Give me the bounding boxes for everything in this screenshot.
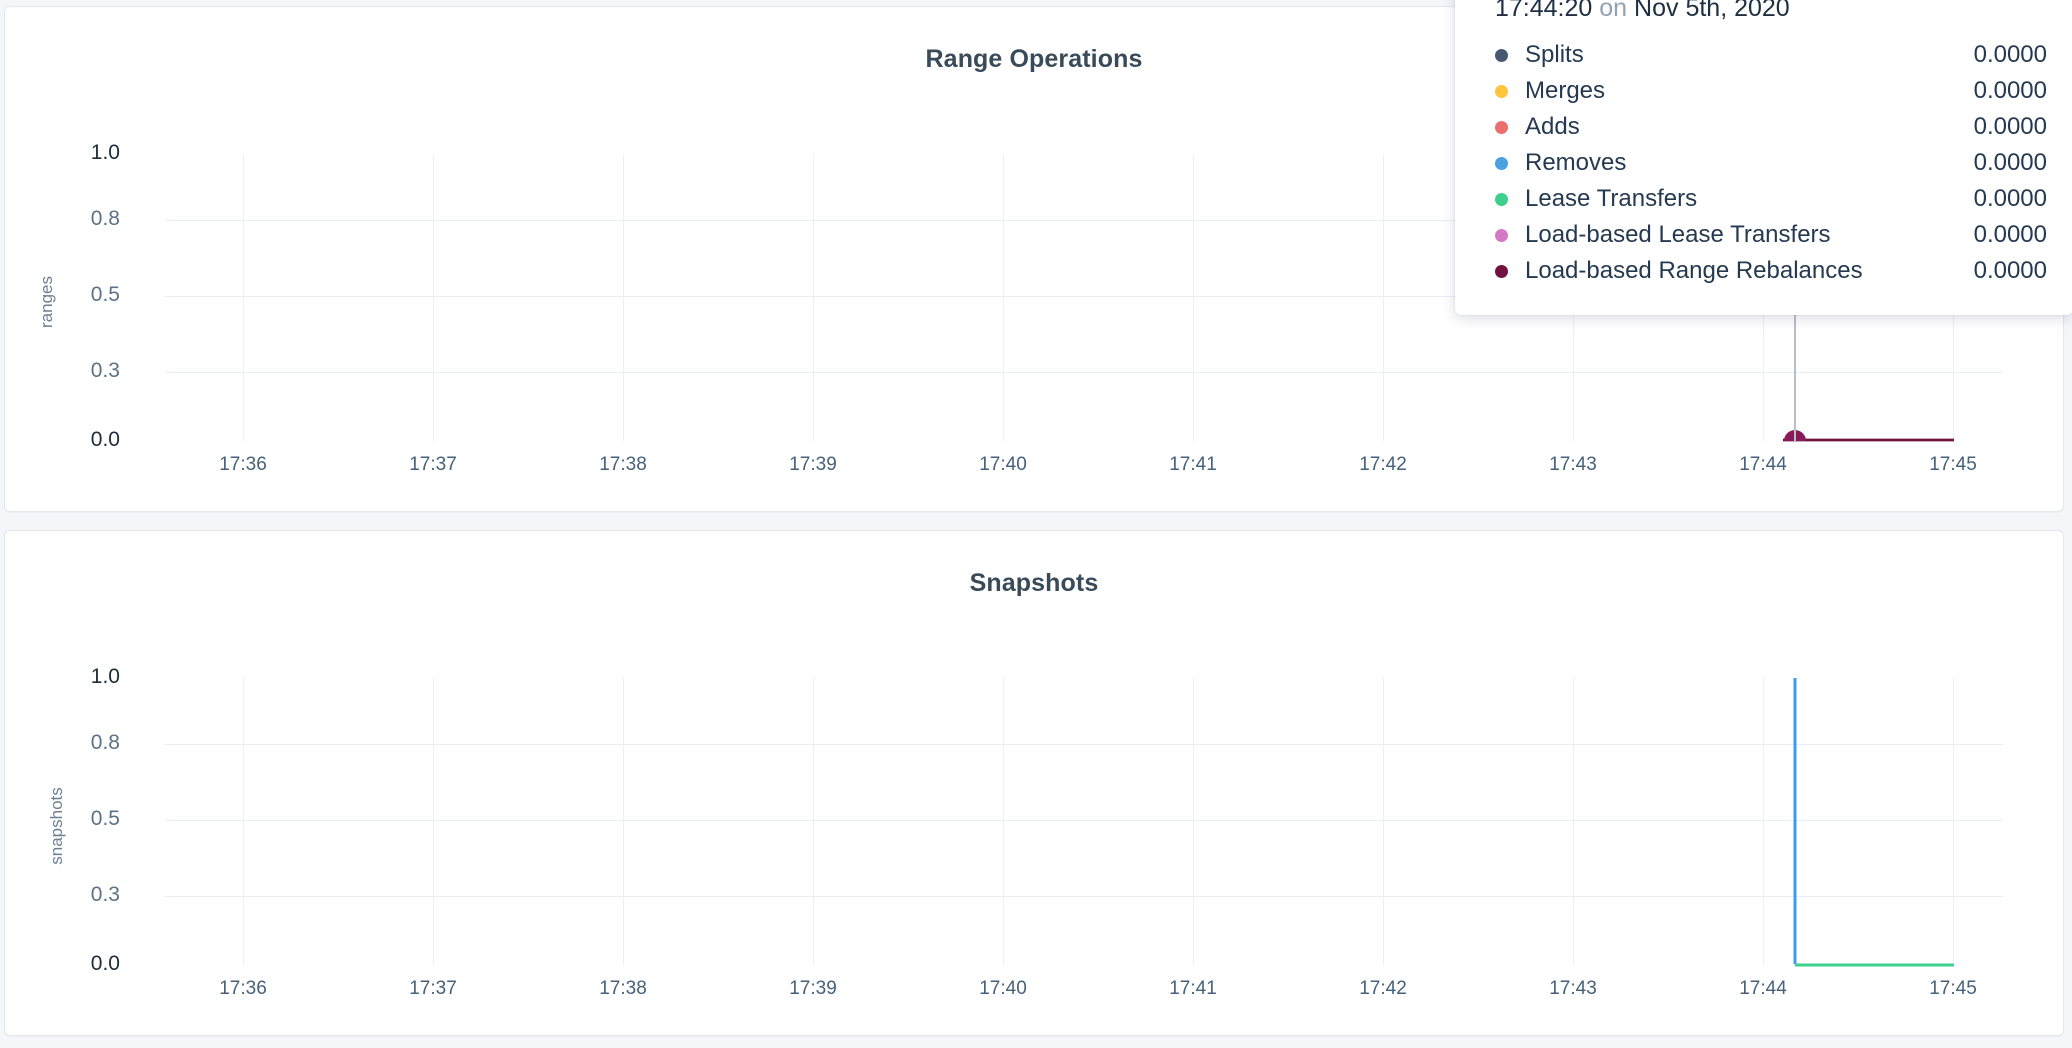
x-tick-label: 17:37 [409, 454, 457, 475]
series-lines-range-operations [1783, 438, 1954, 442]
gridline-vertical [1573, 678, 1574, 965]
x-tick-label: 17:42 [1359, 978, 1407, 999]
tooltip-series-label: Adds [1525, 113, 1580, 140]
gridline-horizontal [165, 744, 2003, 745]
plot-area-snapshots[interactable]: snapshots 1.0 0.8 0.5 0.3 0.0 17:36 17:3… [5, 531, 2063, 1035]
tooltip-series-label: Removes [1525, 149, 1627, 176]
y-tick-label: 0.8 [90, 731, 120, 754]
tooltip-series-value: 0.0000 [1973, 149, 2047, 176]
gridline-vertical [243, 678, 244, 965]
tooltip-on-word: on [1599, 0, 1628, 22]
tooltip-series-value: 0.0000 [1973, 41, 2047, 68]
legend-dot-icon [1495, 156, 1508, 170]
chart-title-snapshots: Snapshots [969, 569, 1099, 597]
tooltip-timestamp: 17:44:20 on Nov 5th, 2020 [1495, 0, 2047, 23]
chart-card-snapshots: Snapshots snapshots 1.0 0.8 0.5 0.3 0.0 … [4, 530, 2064, 1036]
gridline-vertical [433, 154, 434, 441]
legend-dot-icon [1495, 84, 1508, 98]
x-tick-label: 17:44 [1739, 978, 1787, 999]
gridline-vertical [813, 154, 814, 441]
gridline-vertical [1383, 678, 1384, 965]
tooltip-row: Splits 0.0000 [1495, 37, 2047, 73]
series-lines-snapshots [1793, 678, 1954, 967]
gridline-vertical [813, 678, 814, 965]
gridline-vertical [1953, 678, 1954, 965]
gridline-vertical [433, 678, 434, 965]
tooltip-series-label: Lease Transfers [1525, 185, 1698, 212]
x-tick-label: 17:36 [219, 454, 267, 475]
gridline-vertical [1003, 154, 1004, 441]
chart-title-range-operations: Range Operations [925, 45, 1143, 73]
x-tick-label: 17:39 [789, 978, 837, 999]
gridline-vertical [623, 678, 624, 965]
tooltip-series-label: Merges [1525, 77, 1606, 104]
tooltip-date: Nov 5th, 2020 [1634, 0, 1790, 22]
x-tick-label: 17:40 [979, 454, 1027, 475]
gridline-horizontal [165, 220, 2003, 221]
series-hover-marker [1784, 430, 1806, 441]
legend-dot-icon [1495, 228, 1508, 242]
legend-dot-icon [1495, 120, 1508, 134]
tooltip-series-label: Load-based Lease Transfers [1525, 221, 1831, 248]
tooltip-series-value: 0.0000 [1973, 113, 2047, 140]
x-tick-label: 17:45 [1929, 454, 1977, 475]
gridline-horizontal [165, 820, 2003, 821]
x-tick-label: 17:45 [1929, 978, 1977, 999]
tooltip-series-label: Splits [1525, 41, 1584, 68]
gridline-horizontal [165, 296, 2003, 297]
x-tick-label: 17:38 [599, 454, 647, 475]
gridline-vertical [1383, 154, 1384, 441]
y-tick-label: 0.5 [90, 807, 120, 830]
legend-dot-icon [1495, 48, 1508, 62]
x-tick-label: 17:41 [1169, 978, 1217, 999]
tooltip-series-value: 0.0000 [1973, 257, 2047, 284]
tooltip-row: Load-based Range Rebalances 0.0000 [1495, 253, 2047, 289]
x-tick-label: 17:40 [979, 978, 1027, 999]
tooltip-series-value: 0.0000 [1973, 221, 2047, 248]
y-tick-label: 0.5 [90, 283, 120, 306]
chart-hover-tooltip: 17:44:20 on Nov 5th, 2020 Splits 0.0000 … [1455, 0, 2072, 315]
tooltip-time: 17:44:20 [1495, 0, 1593, 22]
tooltip-series-value: 0.0000 [1973, 185, 2047, 212]
x-tick-label: 17:37 [409, 978, 457, 999]
y-tick-label: 0.3 [90, 359, 120, 382]
x-tick-label: 17:42 [1359, 454, 1407, 475]
x-tick-label: 17:43 [1549, 978, 1597, 999]
tooltip-series-label: Load-based Range Rebalances [1525, 257, 1863, 284]
tooltip-row: Adds 0.0000 [1495, 109, 2047, 145]
x-tick-label: 17:39 [789, 454, 837, 475]
y-tick-label: 0.0 [90, 428, 120, 451]
tooltip-row: Removes 0.0000 [1495, 145, 2047, 181]
gridline-vertical [623, 154, 624, 441]
y-tick-label: 0.0 [90, 952, 120, 975]
tooltip-row: Merges 0.0000 [1495, 73, 2047, 109]
gridline-vertical [243, 154, 244, 441]
gridline-vertical [1193, 678, 1194, 965]
x-tick-label: 17:43 [1549, 454, 1597, 475]
x-tick-label: 17:36 [219, 978, 267, 999]
x-tick-label: 17:38 [599, 978, 647, 999]
gridline-horizontal [165, 372, 2003, 373]
x-tick-label: 17:41 [1169, 454, 1217, 475]
y-tick-label: 1.0 [90, 141, 120, 164]
gridline-vertical [1193, 154, 1194, 441]
gridline-vertical [1763, 678, 1764, 965]
y-tick-label: 1.0 [90, 665, 120, 688]
tooltip-row: Lease Transfers 0.0000 [1495, 181, 2047, 217]
y-tick-label: 0.8 [90, 207, 120, 230]
x-tick-label: 17:44 [1739, 454, 1787, 475]
gridline-horizontal [165, 896, 2003, 897]
gridline-vertical [1003, 678, 1004, 965]
y-tick-label: 0.3 [90, 883, 120, 906]
tooltip-series-value: 0.0000 [1973, 77, 2047, 104]
legend-dot-icon [1495, 192, 1508, 206]
tooltip-row: Load-based Lease Transfers 0.0000 [1495, 217, 2047, 253]
legend-dot-icon [1495, 264, 1508, 278]
